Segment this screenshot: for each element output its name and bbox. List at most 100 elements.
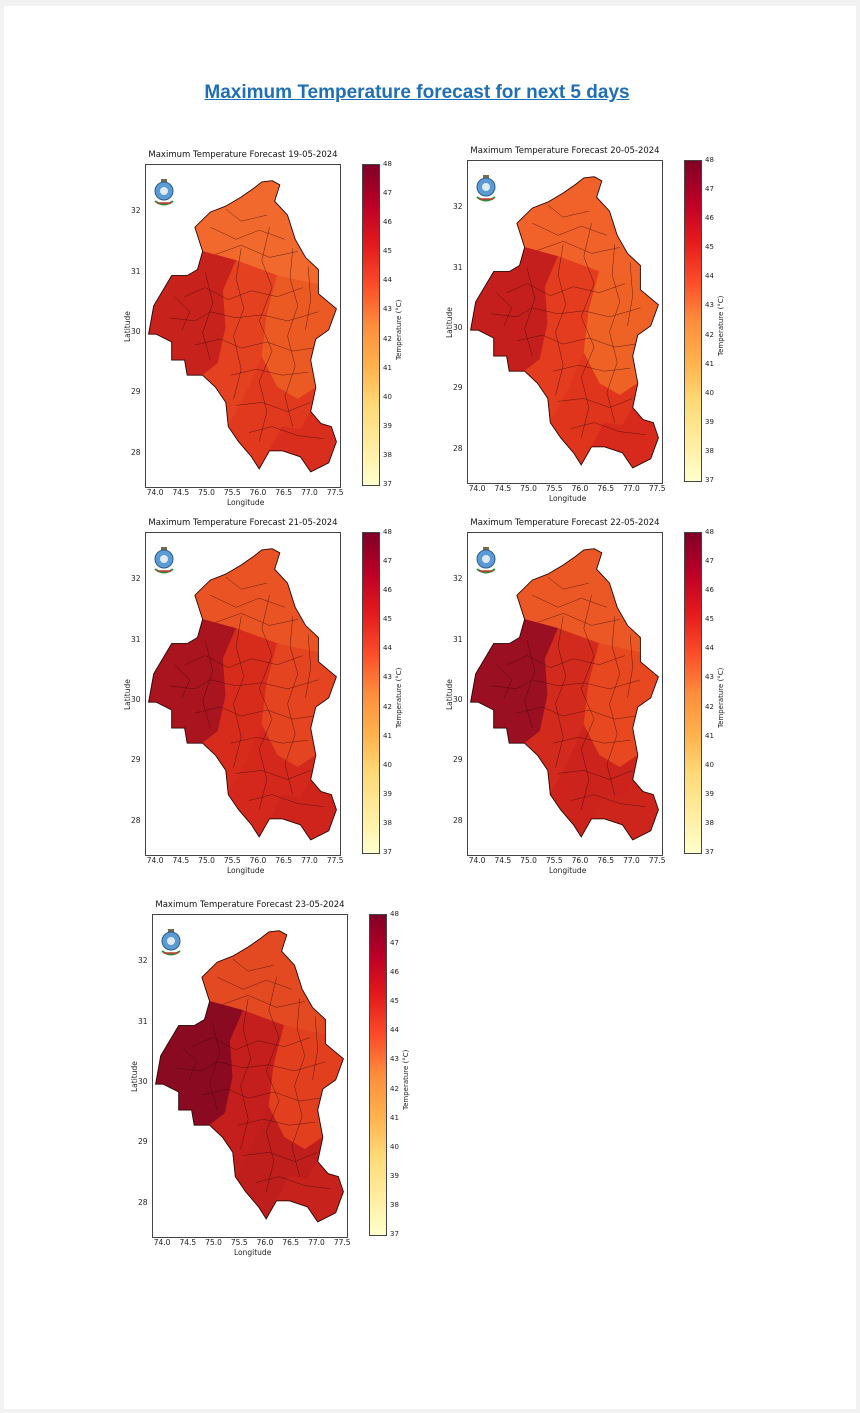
x-tick-label: 75.0 bbox=[520, 856, 537, 865]
district-boundary bbox=[202, 640, 214, 729]
y-tick-label: 28 bbox=[138, 1197, 148, 1207]
district-boundary bbox=[506, 655, 625, 668]
colorbar-tick-label: 44 bbox=[383, 644, 392, 653]
colorbar-tick-label: 43 bbox=[383, 305, 392, 314]
district-boundary bbox=[237, 1118, 316, 1126]
y-tick-label: 30 bbox=[131, 326, 141, 336]
district-boundary bbox=[230, 368, 309, 376]
y-tick-label: 29 bbox=[131, 755, 141, 765]
imd-emblem-icon bbox=[154, 179, 174, 206]
colorbar-tick-label: 48 bbox=[705, 156, 714, 164]
page-title[interactable]: Maximum Temperature forecast for next 5 … bbox=[204, 82, 630, 103]
map-panel-3: Maximum Temperature Forecast 21-05-2024 3… bbox=[123, 518, 465, 878]
colorbar-tick-label: 37 bbox=[390, 1230, 399, 1238]
district-boundary bbox=[258, 595, 273, 810]
x-tick-label: 74.5 bbox=[172, 856, 190, 865]
district-boundary bbox=[184, 655, 303, 668]
colorbar-tick-label: 48 bbox=[383, 160, 392, 168]
colorbar-tick-label: 37 bbox=[705, 476, 714, 484]
y-tick-label: 30 bbox=[138, 1076, 148, 1086]
colorbar-tick-label: 37 bbox=[705, 848, 714, 856]
district-boundary bbox=[255, 1176, 331, 1189]
colorbar-label: Temperature (°C) bbox=[717, 295, 725, 356]
colorbar-tick-label: 40 bbox=[390, 1142, 399, 1151]
colorbar-tick-label: 46 bbox=[705, 214, 714, 223]
y-tick-label: 29 bbox=[138, 1137, 148, 1147]
state-outline bbox=[148, 548, 337, 841]
district-boundary bbox=[627, 262, 633, 326]
colorbar bbox=[684, 532, 702, 854]
x-axis-label: Longitude bbox=[549, 866, 587, 875]
colorbar-tick-label: 43 bbox=[383, 673, 392, 682]
district-boundary bbox=[236, 770, 311, 780]
colorbar-tick-label: 47 bbox=[705, 185, 714, 194]
colorbar-tick-label: 39 bbox=[705, 789, 714, 798]
district-boundary bbox=[516, 334, 636, 348]
district-boundary bbox=[225, 208, 267, 222]
colorbar-tick-label: 43 bbox=[705, 673, 714, 682]
map-plot-area bbox=[467, 532, 663, 856]
colorbar-tick-label: 48 bbox=[383, 528, 392, 536]
district-boundary bbox=[169, 679, 319, 690]
x-tick-label: 74.0 bbox=[146, 488, 164, 497]
colorbar-label: Temperature (°C) bbox=[402, 1049, 410, 1110]
x-tick-label: 74.0 bbox=[146, 856, 164, 865]
colorbar-tick-label: 45 bbox=[383, 615, 392, 624]
x-tick-label: 74.5 bbox=[179, 1238, 197, 1247]
district-boundary bbox=[215, 613, 298, 626]
state-outline bbox=[148, 180, 337, 473]
colorbar-label: Temperature (°C) bbox=[395, 667, 403, 728]
state-outline bbox=[470, 176, 659, 469]
x-axis-label: Longitude bbox=[227, 498, 265, 507]
colorbar-tick-label: 43 bbox=[705, 301, 714, 310]
district-boundary bbox=[570, 422, 646, 435]
y-tick-label: 31 bbox=[453, 634, 463, 644]
colorbar-tick-label: 41 bbox=[383, 731, 392, 740]
imd-emblem-icon bbox=[161, 929, 181, 956]
district-boundary bbox=[215, 245, 298, 258]
colorbar-tick-label: 47 bbox=[383, 189, 392, 198]
colorbar-tick-label: 41 bbox=[383, 363, 392, 372]
colorbar-tick-label: 45 bbox=[383, 247, 392, 256]
district-boundary bbox=[552, 364, 631, 372]
state-outline bbox=[155, 930, 344, 1223]
map-title: Maximum Temperature Forecast 21-05-2024 bbox=[148, 518, 338, 528]
district-boundary bbox=[181, 1046, 197, 1080]
y-tick-label: 32 bbox=[131, 574, 141, 584]
district-boundary bbox=[248, 794, 324, 807]
district-boundary bbox=[201, 1088, 321, 1102]
district-boundary bbox=[312, 1016, 318, 1080]
colorbar-tick-label: 46 bbox=[383, 218, 392, 227]
district-boundary bbox=[194, 338, 314, 352]
x-tick-label: 76.0 bbox=[249, 488, 267, 497]
temperature-map bbox=[470, 175, 659, 469]
district-boundary bbox=[284, 248, 299, 427]
x-tick-label: 74.0 bbox=[468, 856, 486, 865]
district-boundary bbox=[555, 244, 567, 396]
x-tick-label: 74.0 bbox=[468, 484, 486, 493]
district-boundary bbox=[217, 976, 292, 990]
district-boundary bbox=[233, 248, 245, 400]
x-tick-label: 77.5 bbox=[648, 484, 666, 493]
colorbar-label: Temperature (°C) bbox=[395, 299, 403, 360]
district-boundary bbox=[580, 223, 595, 438]
x-tick-label: 75.5 bbox=[223, 856, 241, 865]
district-boundary bbox=[248, 426, 324, 439]
district-boundary bbox=[233, 616, 245, 768]
y-tick-label: 31 bbox=[453, 262, 463, 272]
district-boundary bbox=[174, 296, 190, 330]
colorbar-tick-label: 40 bbox=[383, 392, 392, 401]
y-tick-label: 28 bbox=[453, 443, 463, 453]
colorbar-tick-label: 38 bbox=[383, 818, 392, 827]
x-tick-label: 75.0 bbox=[198, 856, 215, 865]
colorbar-tick-label: 41 bbox=[390, 1113, 399, 1122]
colorbar-tick-label: 41 bbox=[705, 731, 714, 740]
district-boundary bbox=[210, 594, 285, 608]
y-tick-label: 32 bbox=[453, 574, 463, 584]
x-tick-label: 74.5 bbox=[172, 488, 190, 497]
y-tick-label: 32 bbox=[138, 956, 148, 966]
district-boundary bbox=[537, 241, 620, 254]
map-plot-area bbox=[152, 914, 348, 1238]
district-boundary bbox=[222, 995, 305, 1008]
district-boundary bbox=[532, 222, 607, 236]
